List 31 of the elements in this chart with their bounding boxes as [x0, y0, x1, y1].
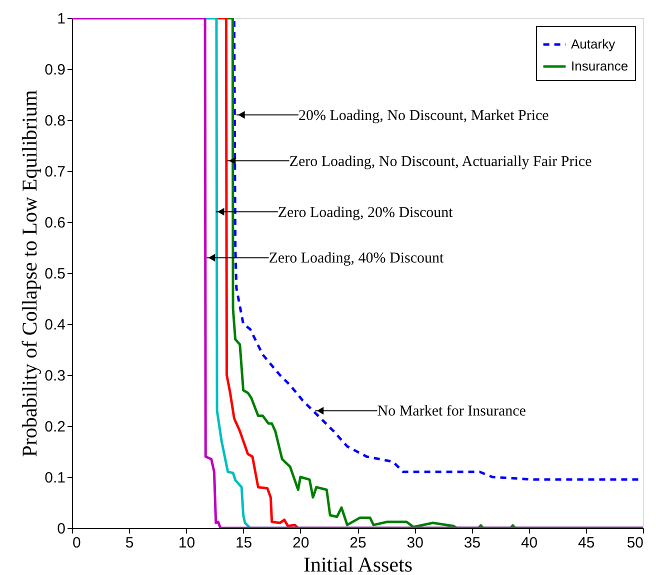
x-axis-title: Initial Assets: [303, 552, 413, 575]
y-tick-label: 0.3: [44, 368, 66, 384]
x-tick-label: 15: [235, 534, 252, 552]
x-tick-label: 20: [292, 534, 310, 552]
x-tick-label: 25: [350, 534, 366, 552]
x-tick-label: 0: [72, 534, 81, 552]
y-tick-label: 0.2: [44, 418, 66, 436]
y-tick-label: 0.8: [44, 112, 66, 130]
y-tick-label: 0.7: [44, 164, 66, 180]
annotation: Zero Loading, 40% Discount: [268, 250, 445, 267]
y-axis-title: Probability of Collapse to Low Equilibrium: [18, 90, 42, 457]
legend-label: Insurance: [571, 58, 628, 74]
x-tick-label: 50: [626, 534, 644, 552]
y-tick-label: 0: [57, 520, 66, 538]
x-tick-label: 40: [520, 534, 538, 552]
x-tick-label: 10: [178, 534, 196, 552]
x-tick-label: 45: [578, 534, 595, 552]
annotation: Zero Loading, 20% Discount: [278, 204, 454, 221]
x-tick-label: 30: [406, 534, 424, 552]
legend-label: Autarky: [571, 36, 616, 52]
y-tick-label: 0.6: [44, 214, 66, 232]
y-tick-label: 1: [57, 10, 66, 28]
annotation: Zero Loading, No Discount, Actuarially Fair Price: [289, 154, 592, 170]
y-tick-label: 0.9: [44, 62, 66, 78]
y-tick-label: 0.1: [44, 470, 66, 486]
annotation: No Market for Insurance: [377, 404, 526, 420]
y-tick-label: 0.4: [44, 316, 66, 334]
x-tick-label: 5: [125, 534, 134, 552]
annotation: 20% Loading, No Discount, Market Price: [298, 108, 550, 124]
y-tick-label: 0.5: [44, 266, 66, 282]
x-tick-label: 35: [464, 534, 481, 552]
